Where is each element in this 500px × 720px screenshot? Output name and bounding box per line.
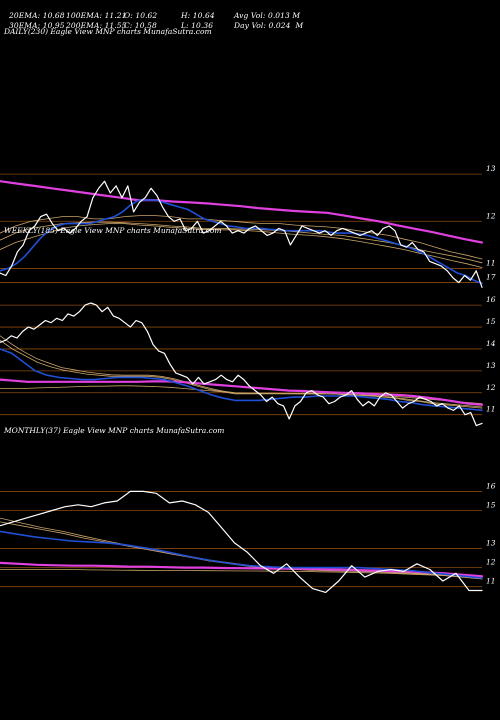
- panel-0: DAILY(230) Eagle View MNP charts MunafaS…: [0, 27, 496, 288]
- header-open: O: 10.62: [123, 11, 158, 20]
- header-ema20: 20EMA: 10.68: [8, 11, 65, 20]
- y-tick-label-1-5: 11: [486, 405, 496, 414]
- header-row-1: 20EMA: 10.68100EMA: 11.21O: 10.62 H: 10.6…: [4, 2, 300, 20]
- series-ema_fast-2-0: [0, 530, 483, 579]
- series-price-2-0: [0, 490, 483, 594]
- y-tick-label-2-4: 11: [486, 577, 496, 586]
- header-ema30: 30EMA: 10.95: [8, 21, 65, 30]
- panel-1: WEEKLY(185) Eagle View MNP charts Munafa…: [0, 226, 496, 427]
- header-high: H: 10.64: [180, 11, 215, 20]
- series-ema_long-0-0: [0, 180, 484, 244]
- y-tick-label-2-2: 13: [486, 539, 496, 548]
- series-ema_fast-0-0: [0, 199, 483, 285]
- series-ema_band-1-0: [0, 339, 483, 409]
- series-ema_band-2-2: [0, 569, 483, 578]
- y-tick-label-2-3: 12: [486, 558, 496, 567]
- y-tick-label-1-4: 12: [486, 383, 496, 392]
- header-ema200: 200EMA: 11.55: [65, 21, 127, 30]
- series-ema_band-0-0: [0, 215, 483, 260]
- y-tick-label-1-2: 14: [486, 339, 496, 348]
- panel-title-2: MONTHLY(37) Eagle View MNP charts Munafa…: [3, 426, 224, 435]
- header-row-2: 30EMA: 10.95200EMA: 11.55C: 10.58 L: 10.3…: [4, 12, 303, 30]
- series-ema_band-0-2: [0, 223, 483, 268]
- series-ema_band-1-2: [0, 385, 483, 405]
- header-close: C: 10.58: [123, 21, 157, 30]
- extra-tick-label-0-0: 17: [486, 273, 496, 282]
- series-price-1-0: [0, 302, 483, 427]
- y-tick-label-0-2: 11: [486, 258, 496, 267]
- series-ema_fast-1-0: [0, 348, 483, 412]
- y-tick-label-0-0: 13: [486, 164, 496, 173]
- header-ema100: 100EMA: 11.21: [65, 11, 127, 20]
- header-day-vol: Day Vol: 0.024 M: [233, 21, 304, 30]
- y-tick-label-2-1: 15: [486, 500, 496, 509]
- y-tick-label-1-1: 15: [486, 317, 496, 326]
- panel-title-1: WEEKLY(185) Eagle View MNP charts Munafa…: [4, 226, 221, 235]
- y-tick-label-1-0: 16: [486, 295, 496, 304]
- y-tick-label-0-1: 12: [486, 211, 496, 220]
- y-tick-label-2-0: 16: [486, 481, 496, 490]
- header-avg-vol: Avg Vol: 0.013 M: [233, 11, 301, 20]
- series-price-0-0: [0, 180, 483, 288]
- y-tick-label-1-3: 13: [486, 361, 496, 370]
- series-ema_long-1-0: [0, 378, 484, 406]
- panel-title-0: DAILY(230) Eagle View MNP charts MunafaS…: [3, 27, 212, 36]
- header-low: L: 10.36: [180, 21, 214, 30]
- panel-2: MONTHLY(37) Eagle View MNP charts Munafa…: [0, 426, 496, 594]
